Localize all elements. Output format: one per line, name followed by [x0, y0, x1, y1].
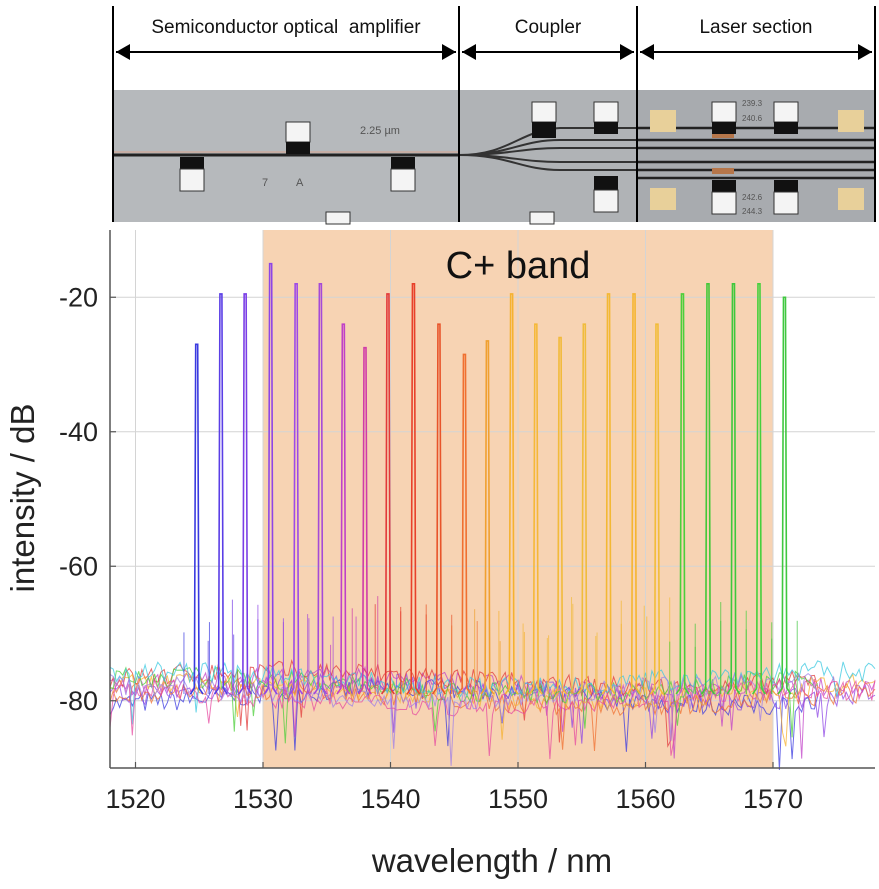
peak [431, 323, 446, 695]
contact-pads [179, 101, 799, 225]
peak [577, 323, 592, 695]
peak [752, 283, 766, 695]
x-tick-label: 1550 [488, 784, 548, 814]
x-ticks: 1520 1530 1540 1550 1560 1570 [105, 762, 803, 814]
coupler-branches [458, 127, 637, 171]
laser-region [637, 90, 875, 222]
noise-trace [109, 660, 876, 725]
noise-trace [109, 671, 819, 766]
peak [480, 340, 495, 695]
marking-laser-2: 240.6 [742, 114, 763, 123]
marking-laser-4: 244.3 [742, 207, 763, 216]
peak [701, 283, 715, 695]
y-tick-label: -40 [59, 417, 98, 447]
laser-heaters [712, 132, 734, 174]
marking-width: 2.25 µm [360, 125, 400, 137]
x-tick-label: 1520 [105, 784, 165, 814]
peak [358, 346, 372, 695]
y-tick-label: -60 [59, 551, 98, 581]
x-tick-label: 1540 [360, 784, 420, 814]
peak [675, 293, 690, 695]
peak [553, 336, 568, 695]
peak [380, 293, 395, 695]
section-dividers [112, 6, 876, 222]
laser-waveguides [637, 126, 875, 180]
peak [406, 283, 421, 695]
peak [263, 262, 278, 695]
marking-laser-1: 239.3 [742, 99, 763, 108]
x-tick-label: 1570 [743, 784, 803, 814]
peak [504, 293, 519, 695]
noise-floor-traces [109, 659, 876, 771]
peak [189, 343, 204, 695]
noise-trace [109, 671, 876, 747]
noise-trace [109, 677, 876, 752]
chip-photo: 2.25 µm 7 A 239.3 240.6 242.6 244.3 Semi… [112, 6, 876, 225]
peak [627, 293, 641, 695]
peak [238, 293, 253, 695]
spectral-peaks [183, 262, 798, 695]
band-label: C+ band [446, 245, 591, 287]
peak [336, 323, 351, 695]
spectrum-chart: C+ band 1520 1530 1540 1550 1560 1570 -20-40-… [4, 230, 876, 879]
peak [289, 283, 304, 695]
section-label-coupler: Coupler [515, 17, 582, 38]
laser-gratings [650, 110, 864, 210]
section-arrows [116, 44, 872, 60]
peak [213, 293, 228, 695]
peak [457, 353, 472, 695]
peak [601, 293, 616, 695]
y-tick-label: -80 [59, 686, 98, 716]
section-label-soa: Semiconductor optical amplifier [151, 17, 421, 38]
peak [650, 323, 664, 695]
y-ticks: -20 -40 -60 -80 [59, 282, 116, 716]
y-tick-label: -20 [59, 282, 98, 312]
section-label-laser: Laser section [699, 17, 812, 38]
x-tick-label: 1560 [615, 784, 675, 814]
peak [777, 296, 792, 695]
x-tick-label: 1530 [233, 784, 293, 814]
peak [528, 323, 543, 695]
y-axis-label: intensity / dB [4, 404, 41, 593]
marking-a: A [296, 177, 304, 189]
peak [726, 283, 741, 695]
noise-trace [109, 665, 876, 759]
x-axis-label: wavelength / nm [371, 842, 612, 879]
peak [313, 283, 328, 695]
marking-7: 7 [262, 177, 268, 189]
noise-trace [109, 678, 876, 760]
marking-laser-3: 242.6 [742, 193, 763, 202]
